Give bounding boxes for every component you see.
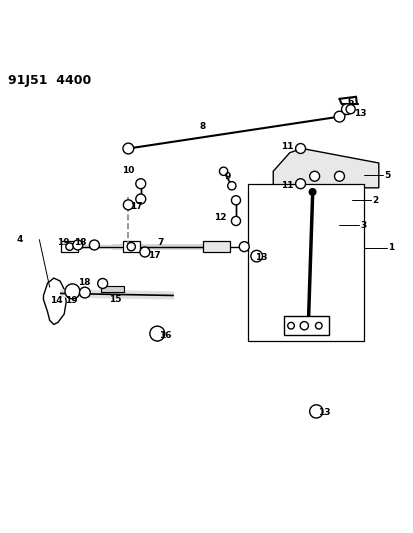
Bar bbox=[122, 241, 140, 252]
Circle shape bbox=[295, 179, 305, 189]
Text: 12: 12 bbox=[214, 213, 226, 222]
Bar bbox=[202, 241, 229, 252]
Text: 8: 8 bbox=[199, 122, 206, 131]
Text: 13: 13 bbox=[354, 109, 366, 118]
Text: 19: 19 bbox=[57, 238, 69, 247]
Text: 18: 18 bbox=[78, 278, 90, 287]
Text: 1: 1 bbox=[387, 244, 394, 252]
Polygon shape bbox=[273, 149, 378, 188]
Text: 16: 16 bbox=[159, 331, 171, 340]
Circle shape bbox=[315, 322, 321, 329]
Text: 7: 7 bbox=[157, 238, 163, 247]
Text: 11: 11 bbox=[281, 142, 293, 151]
Text: 17: 17 bbox=[130, 202, 142, 211]
Circle shape bbox=[79, 287, 90, 298]
Text: 13: 13 bbox=[317, 408, 330, 417]
Text: 91J51  4400: 91J51 4400 bbox=[8, 74, 91, 87]
Circle shape bbox=[219, 167, 227, 175]
Bar bbox=[283, 316, 328, 335]
Circle shape bbox=[345, 104, 354, 114]
Circle shape bbox=[227, 182, 235, 190]
Circle shape bbox=[150, 326, 164, 341]
Circle shape bbox=[309, 189, 315, 195]
Circle shape bbox=[127, 243, 135, 251]
Text: 2: 2 bbox=[372, 196, 378, 205]
Text: 15: 15 bbox=[109, 295, 121, 304]
Text: 19: 19 bbox=[65, 296, 78, 305]
Circle shape bbox=[239, 241, 249, 252]
Bar bbox=[61, 241, 78, 252]
Circle shape bbox=[140, 247, 150, 257]
Circle shape bbox=[295, 143, 305, 154]
Circle shape bbox=[287, 322, 294, 329]
Circle shape bbox=[231, 216, 240, 225]
Circle shape bbox=[250, 251, 262, 262]
Circle shape bbox=[309, 405, 322, 418]
Circle shape bbox=[299, 321, 308, 330]
Bar bbox=[248, 184, 363, 341]
Circle shape bbox=[309, 171, 319, 181]
Text: 13: 13 bbox=[254, 253, 266, 262]
Circle shape bbox=[89, 240, 99, 250]
Circle shape bbox=[66, 243, 73, 251]
Text: 14: 14 bbox=[50, 296, 63, 305]
Circle shape bbox=[123, 200, 133, 210]
Text: 10: 10 bbox=[122, 166, 134, 175]
Circle shape bbox=[231, 196, 240, 205]
Circle shape bbox=[333, 111, 344, 122]
Text: 5: 5 bbox=[383, 171, 389, 180]
Bar bbox=[101, 286, 124, 292]
Circle shape bbox=[97, 279, 107, 288]
Text: 9: 9 bbox=[224, 172, 230, 181]
Text: 11: 11 bbox=[281, 181, 293, 190]
Polygon shape bbox=[43, 278, 66, 325]
Circle shape bbox=[123, 143, 133, 154]
Circle shape bbox=[135, 194, 145, 204]
Circle shape bbox=[65, 284, 80, 299]
Text: 17: 17 bbox=[148, 251, 160, 260]
Text: 6: 6 bbox=[347, 97, 354, 106]
Circle shape bbox=[73, 240, 83, 250]
Circle shape bbox=[341, 104, 351, 115]
Circle shape bbox=[334, 171, 344, 181]
Circle shape bbox=[135, 179, 145, 189]
Text: 18: 18 bbox=[74, 238, 86, 247]
Text: 3: 3 bbox=[359, 221, 366, 230]
Text: 4: 4 bbox=[17, 235, 23, 244]
